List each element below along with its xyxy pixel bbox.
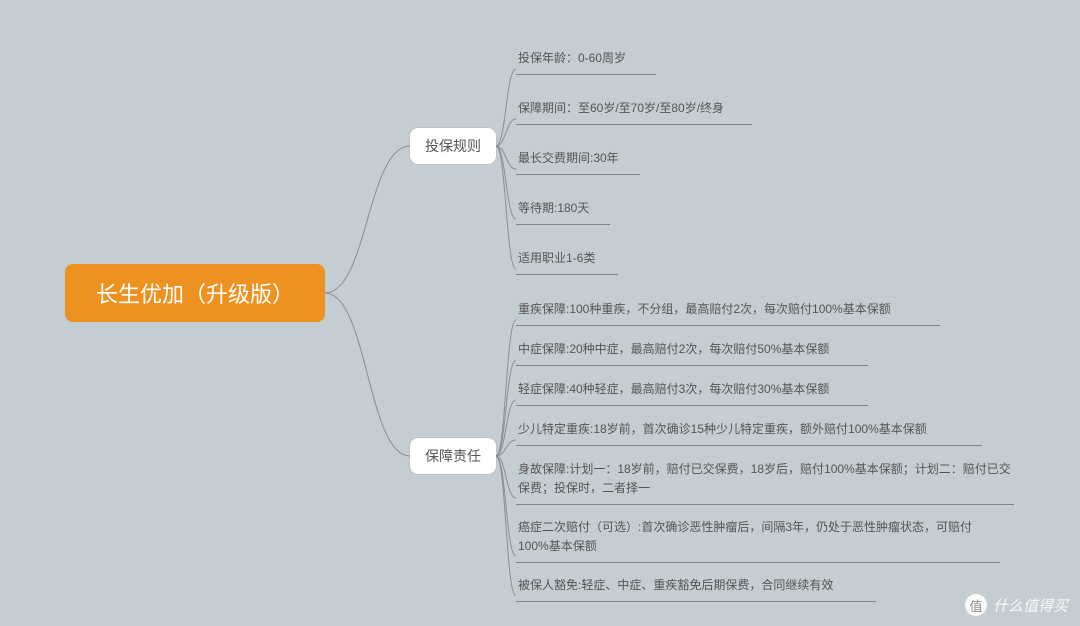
leaf-node: 身故保障:计划一：18岁前，赔付已交保费，18岁后，赔付100%基本保额；计划二… (516, 456, 1014, 505)
leaf-node: 中症保障:20种中症，最高赔付2次，每次赔付50%基本保额 (516, 336, 868, 366)
leaf-text: 最长交费期间:30年 (518, 149, 619, 168)
leaf-text: 等待期:180天 (518, 199, 589, 218)
leaf-text: 少儿特定重疾:18岁前，首次确诊15种少儿特定重疾，额外赔付100%基本保额 (518, 420, 927, 439)
leaf-node: 少儿特定重疾:18岁前，首次确诊15种少儿特定重疾，额外赔付100%基本保额 (516, 416, 982, 446)
leaf-text: 癌症二次赔付（可选）:首次确诊恶性肿瘤后，间隔3年，仍处于恶性肿瘤状态，可赔付1… (518, 518, 998, 556)
branch-label: 保障责任 (425, 446, 481, 466)
root-label: 长生优加（升级版） (96, 277, 294, 309)
leaf-text: 重疾保障:100种重疾，不分组，最高赔付2次，每次赔付100%基本保额 (518, 300, 891, 319)
leaf-node: 癌症二次赔付（可选）:首次确诊恶性肿瘤后，间隔3年，仍处于恶性肿瘤状态，可赔付1… (516, 514, 1000, 563)
leaf-node: 被保人豁免:轻症、中症、重疾豁免后期保费，合同继续有效 (516, 572, 876, 602)
leaf-node: 适用职业1-6类 (516, 245, 618, 275)
leaf-node: 重疾保障:100种重疾，不分组，最高赔付2次，每次赔付100%基本保额 (516, 296, 940, 326)
watermark: 值 什么值得买 (965, 594, 1068, 616)
leaf-text: 保障期间：至60岁/至70岁/至80岁/终身 (518, 99, 724, 118)
leaf-text: 被保人豁免:轻症、中症、重疾豁免后期保费，合同继续有效 (518, 576, 833, 595)
root-node: 长生优加（升级版） (65, 264, 325, 322)
leaf-node: 等待期:180天 (516, 195, 610, 225)
branch-duty: 保障责任 (410, 438, 496, 474)
leaf-text: 身故保障:计划一：18岁前，赔付已交保费，18岁后，赔付100%基本保额；计划二… (518, 460, 1012, 498)
leaf-text: 适用职业1-6类 (518, 249, 595, 268)
leaf-node: 轻症保障:40种轻症，最高赔付3次，每次赔付30%基本保额 (516, 376, 868, 406)
watermark-badge: 值 (965, 594, 987, 616)
branch-rules: 投保规则 (410, 128, 496, 164)
branch-label: 投保规则 (425, 136, 481, 156)
leaf-node: 保障期间：至60岁/至70岁/至80岁/终身 (516, 95, 752, 125)
leaf-text: 轻症保障:40种轻症，最高赔付3次，每次赔付30%基本保额 (518, 380, 829, 399)
leaf-text: 中症保障:20种中症，最高赔付2次，每次赔付50%基本保额 (518, 340, 829, 359)
leaf-node: 投保年龄：0-60周岁 (516, 45, 656, 75)
watermark-text: 什么值得买 (993, 595, 1068, 616)
leaf-text: 投保年龄：0-60周岁 (518, 49, 626, 68)
leaf-node: 最长交费期间:30年 (516, 145, 640, 175)
